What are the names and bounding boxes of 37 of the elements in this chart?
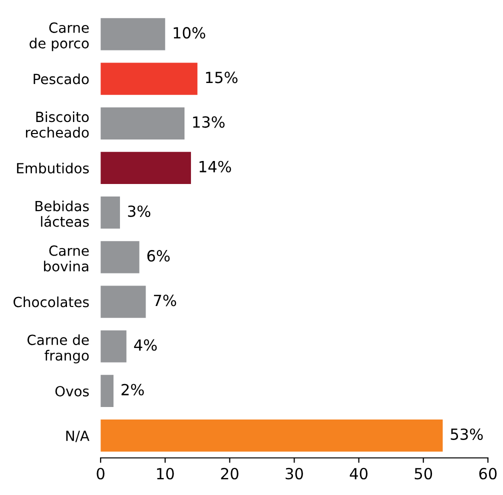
bar [100, 196, 120, 229]
y-tick-label: N/A [66, 430, 90, 442]
y-tick-label: Carne de frango [27, 334, 89, 364]
data-label: 7% [154, 294, 176, 306]
bar [100, 420, 443, 452]
y-tick-label: Chocolates [14, 296, 89, 308]
x-tick-label: 0 [96, 468, 104, 480]
bar [100, 241, 140, 274]
y-tick-label: Carne de porco [30, 22, 89, 52]
bar [100, 152, 191, 184]
bar [100, 18, 166, 50]
bar [100, 286, 146, 318]
y-tick-label: Bebidas lácteas [36, 200, 89, 227]
data-label: 15% [206, 72, 238, 84]
data-label: 13% [193, 116, 225, 128]
x-tick-label: 50 [414, 468, 432, 480]
x-tick-label: 60 [479, 468, 497, 480]
y-tick-label: Carne bovina [44, 245, 89, 272]
bar [100, 107, 185, 140]
y-tick-label: Biscoito recheado [26, 111, 89, 138]
y-tick-label: Ovos [55, 386, 89, 396]
data-label: 2% [122, 384, 144, 396]
data-label: 53% [450, 428, 483, 440]
y-tick-label: Pescado [34, 74, 89, 84]
bar [100, 374, 114, 408]
data-label: 14% [200, 160, 232, 172]
bar [100, 62, 198, 95]
y-tick-label: Embutidos [17, 162, 89, 174]
data-label: 10% [174, 27, 206, 39]
data-label: 6% [147, 250, 170, 262]
x-tick-label: 40 [350, 468, 368, 480]
x-tick-label: 30 [286, 468, 303, 480]
x-tick-label: 20 [221, 468, 238, 480]
data-label: 3% [128, 205, 150, 218]
data-label: 4% [134, 339, 157, 351]
bar [100, 330, 126, 362]
x-tick-label: 10 [157, 468, 174, 480]
